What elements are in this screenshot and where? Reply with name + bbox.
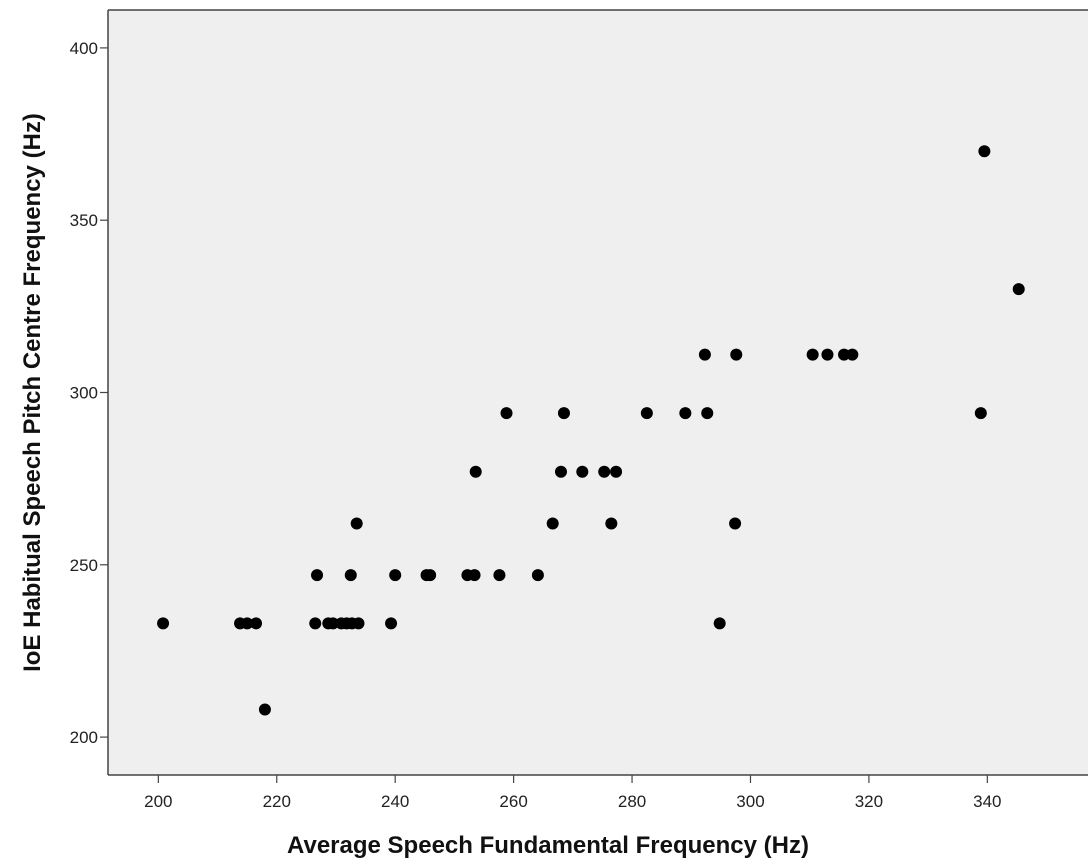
data-points: [157, 145, 1025, 716]
data-point: [701, 407, 714, 420]
data-point: [838, 348, 851, 361]
data-point: [327, 617, 340, 630]
data-point: [713, 617, 726, 630]
data-point: [241, 617, 254, 630]
data-point: [546, 517, 559, 530]
data-point: [806, 348, 819, 361]
x-tick-label: 280: [618, 792, 646, 811]
data-point: [389, 569, 402, 582]
y-tick-label: 300: [70, 384, 98, 403]
plot-area: [108, 10, 1088, 775]
data-point: [258, 703, 271, 716]
data-point: [821, 348, 834, 361]
data-point: [311, 569, 324, 582]
y-tick-label: 200: [70, 728, 98, 747]
data-point: [1012, 283, 1025, 296]
x-axis: 200 220 240 260 280 300 320 340: [108, 774, 1088, 811]
y-tick-label: 350: [70, 211, 98, 230]
data-point: [730, 348, 743, 361]
data-point: [846, 348, 859, 361]
data-point: [698, 348, 711, 361]
data-point: [469, 465, 482, 478]
data-point: [468, 569, 481, 582]
x-tick-label: 240: [381, 792, 409, 811]
data-point: [531, 569, 544, 582]
data-point: [350, 517, 363, 530]
y-axis-title: IoE Habitual Speech Pitch Centre Frequen…: [19, 113, 46, 672]
x-axis-title: Average Speech Fundamental Frequency (Hz…: [287, 832, 809, 859]
data-point: [576, 465, 589, 478]
y-tick-label: 400: [70, 39, 98, 58]
data-point: [974, 407, 987, 420]
data-point: [385, 617, 398, 630]
data-point: [352, 617, 365, 630]
data-point: [500, 407, 513, 420]
x-tick-label: 320: [855, 792, 883, 811]
data-point: [493, 569, 506, 582]
data-point: [640, 407, 653, 420]
data-point: [344, 569, 357, 582]
y-tick-label: 250: [70, 556, 98, 575]
data-point: [157, 617, 170, 630]
data-point: [250, 617, 263, 630]
x-tick-label: 260: [499, 792, 527, 811]
data-point: [424, 569, 437, 582]
y-axis: 200 250 300 350 400: [70, 9, 1088, 775]
data-point: [978, 145, 991, 158]
data-point: [557, 407, 570, 420]
data-point: [679, 407, 692, 420]
x-tick-label: 200: [144, 792, 172, 811]
data-point: [605, 517, 618, 530]
x-tick-label: 300: [736, 792, 764, 811]
x-tick-label: 220: [263, 792, 291, 811]
data-point: [610, 465, 623, 478]
data-point: [598, 465, 611, 478]
data-point: [309, 617, 322, 630]
x-tick-label: 340: [973, 792, 1001, 811]
data-point: [554, 465, 567, 478]
data-point: [729, 517, 742, 530]
